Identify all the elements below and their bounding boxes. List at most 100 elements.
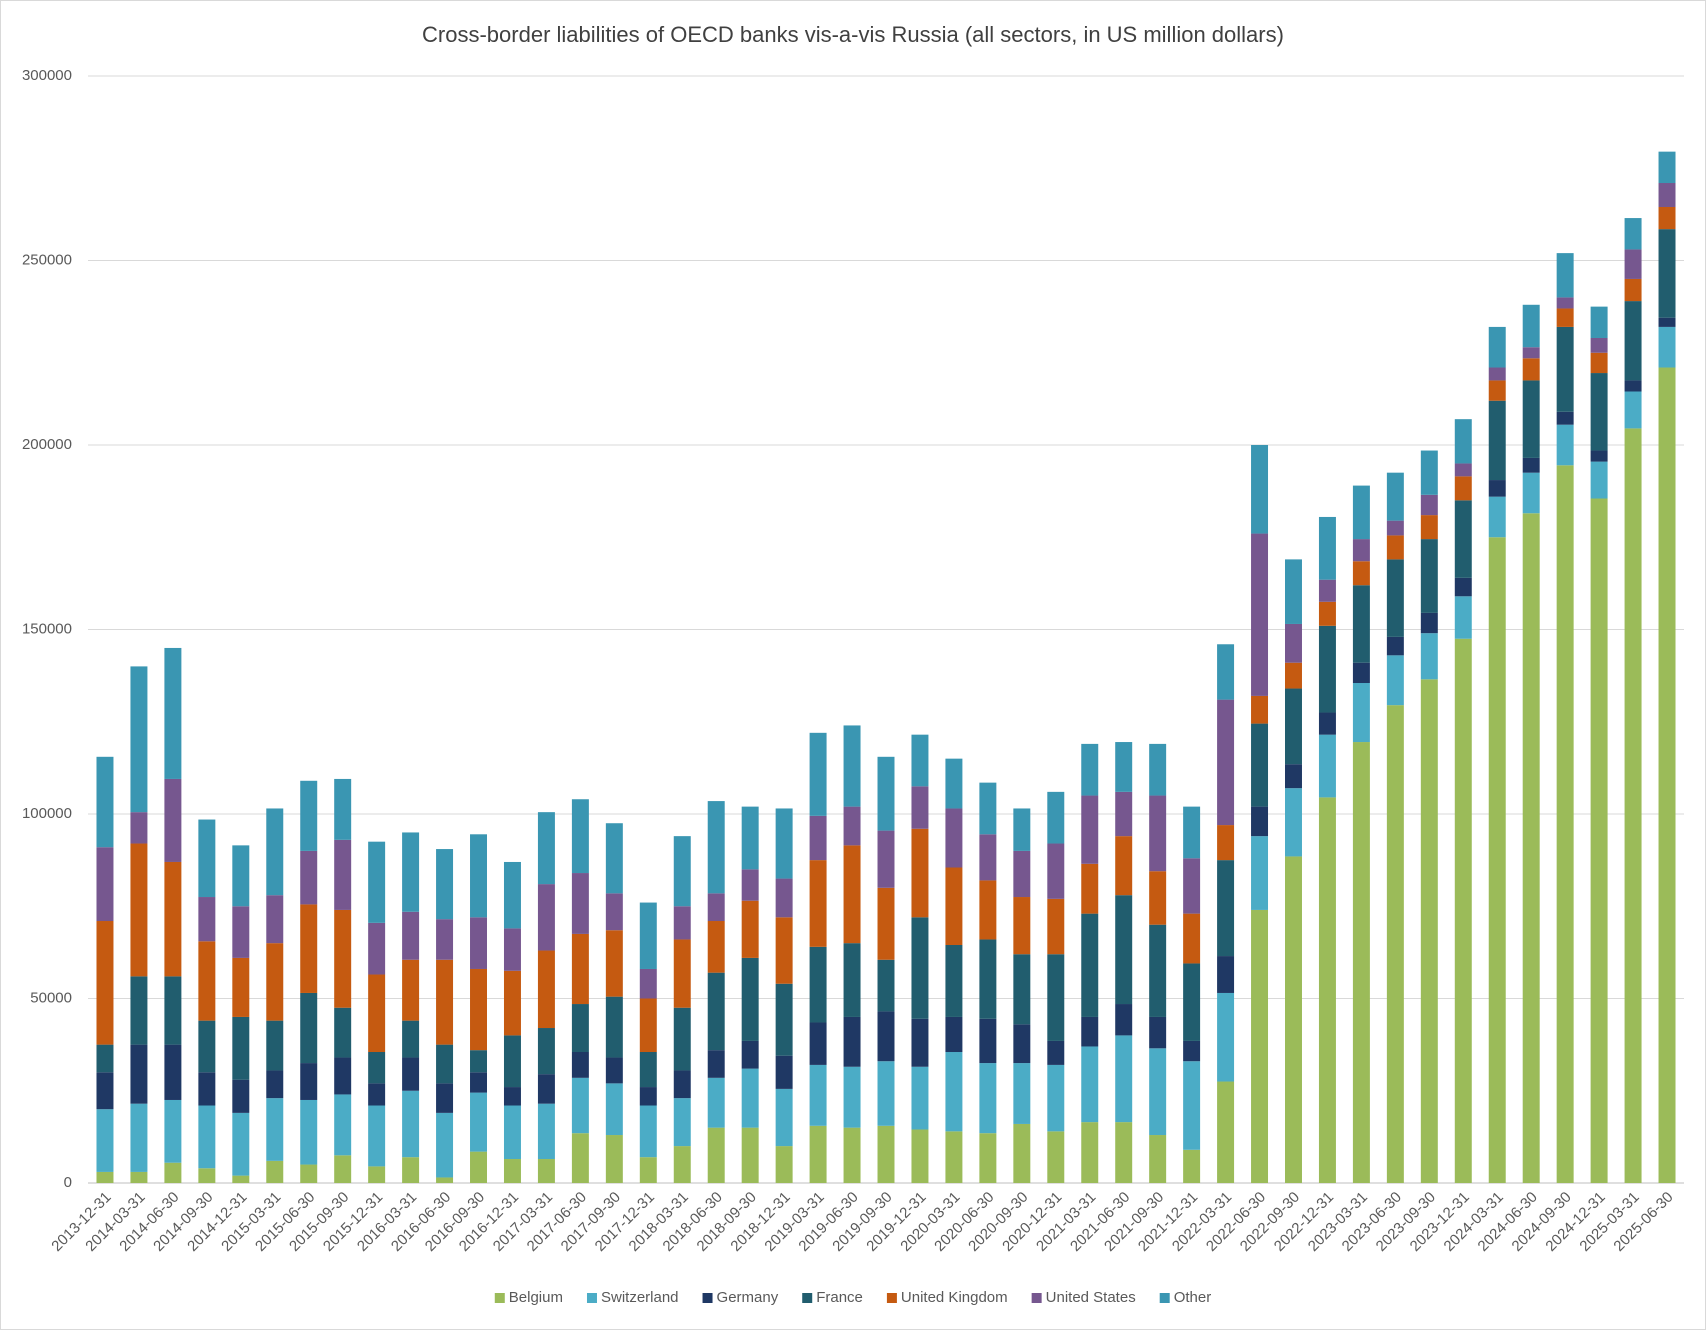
bar-segment (130, 812, 148, 844)
bar-segment (198, 1072, 216, 1106)
bar-segment (1624, 249, 1642, 279)
bar-segment (1013, 897, 1031, 955)
bar-segment (877, 1125, 895, 1183)
bar-segment (164, 647, 182, 779)
bar-segment (503, 1105, 521, 1160)
bar-segment (436, 1112, 454, 1178)
bar-segment (164, 778, 182, 862)
bar-segment (96, 847, 114, 922)
bar-segment (1658, 151, 1676, 184)
bar-segment (96, 1109, 114, 1172)
bar-segment (1115, 742, 1133, 792)
legend-label: Other (1174, 1289, 1212, 1306)
bar-segment (673, 836, 691, 907)
bar-segment (571, 1052, 589, 1078)
bar-segment (164, 1044, 182, 1100)
bar-segment (300, 1063, 318, 1100)
bar-segment (1149, 1016, 1167, 1049)
bar-segment (266, 1098, 284, 1161)
bar-segment (266, 1070, 284, 1099)
bar-segment (130, 843, 148, 977)
bar-segment (605, 996, 623, 1058)
bar-segment (130, 666, 148, 813)
bar-segment (1522, 358, 1540, 381)
bar-segment (571, 1133, 589, 1183)
bar-segment (1047, 843, 1065, 899)
legend-label: Germany (717, 1289, 779, 1306)
bar-segment (1624, 301, 1642, 381)
bar-segment (775, 983, 793, 1056)
bar-segment (1556, 326, 1574, 412)
bar-segment (877, 959, 895, 1012)
bar-segment (1454, 476, 1472, 501)
bar-segment (707, 893, 725, 922)
bar-segment (1556, 253, 1574, 298)
bar-segment (673, 906, 691, 940)
bar-segment (1488, 537, 1506, 1183)
bar-segment (945, 944, 963, 1017)
bar-segment (1318, 797, 1336, 1183)
bar-segment (300, 1099, 318, 1165)
bar-segment (775, 1146, 793, 1183)
bar-segment (266, 1020, 284, 1071)
bar-segment (1352, 585, 1370, 663)
bar-segment (1251, 723, 1269, 807)
bar-segment (673, 939, 691, 1008)
bar-segment (470, 834, 487, 918)
bar-segment (1285, 559, 1302, 624)
bar-segment (1556, 308, 1574, 327)
bar-segment (1149, 1048, 1167, 1136)
bar-segment (1522, 513, 1540, 1183)
bar-segment (402, 911, 420, 960)
bar-segment (945, 867, 963, 945)
bar-segment (1183, 1040, 1201, 1062)
bar-segment (1183, 1149, 1201, 1183)
bar-segment (1047, 791, 1065, 844)
bar-segment (130, 976, 148, 1045)
bar-segment (1183, 913, 1201, 964)
bar-segment (775, 878, 793, 918)
bar-segment (1081, 743, 1099, 796)
legend-swatch (802, 1293, 813, 1303)
bar-segment (945, 808, 963, 868)
bar-segment (571, 933, 589, 1005)
bar-segment (436, 1177, 454, 1183)
bar-segment (1420, 494, 1438, 516)
bar-segment (945, 1131, 963, 1183)
bar-segment (1386, 559, 1404, 637)
legend-label: United States (1046, 1289, 1136, 1306)
bar-segment (979, 834, 997, 881)
bar-segment (639, 998, 657, 1053)
bar-segment (741, 806, 759, 870)
bar-segment (1454, 419, 1472, 464)
bar-segment (1318, 625, 1336, 713)
bar-segment (232, 1175, 250, 1183)
legend-swatch (494, 1293, 505, 1303)
bar-segment (1488, 400, 1506, 481)
bar-segment (1047, 1131, 1065, 1183)
bar-segment (266, 895, 284, 944)
bar-segment (707, 921, 725, 973)
bar-segment (300, 850, 318, 905)
bar-segment (334, 1057, 352, 1095)
bar-segment (979, 782, 997, 835)
bar-segment (1115, 836, 1133, 896)
legend-label: France (816, 1289, 863, 1306)
bar-segment (1658, 326, 1676, 368)
legend-swatch (1159, 1293, 1170, 1303)
bar-segment (639, 968, 657, 999)
bar-segment (503, 1159, 521, 1183)
bar-segment (775, 808, 793, 879)
bar-segment (1590, 498, 1608, 1183)
bar-segment (979, 880, 997, 940)
bar-segment (96, 921, 114, 1045)
bar-segment (741, 900, 759, 958)
bar-segment (571, 1004, 589, 1053)
bar-segment (877, 830, 895, 888)
bar-segment (1488, 380, 1506, 401)
bar-segment (1047, 954, 1065, 1041)
bar-segment (1352, 485, 1370, 540)
bar-segment (707, 1127, 725, 1183)
bar-segment (96, 1171, 114, 1183)
bar-segment (1624, 218, 1642, 250)
